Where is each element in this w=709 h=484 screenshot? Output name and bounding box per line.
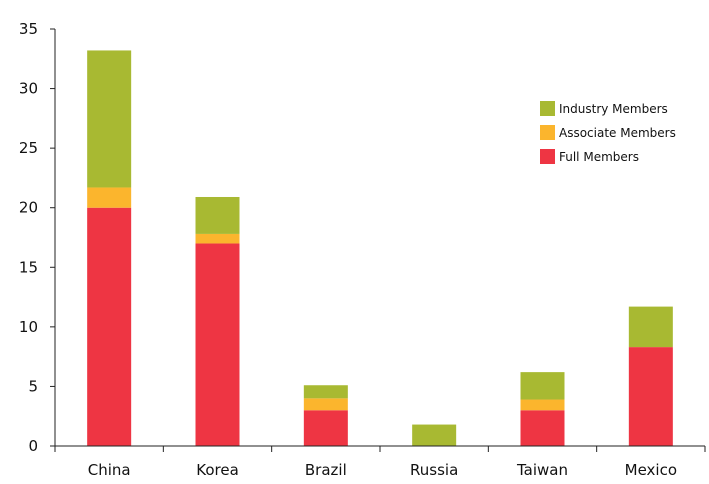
bar-segment-mexico-full-members	[628, 347, 673, 446]
bar-segment-china-full-members	[87, 207, 132, 446]
bar-segment-taiwan-full-members	[520, 410, 565, 446]
legend-label: Full Members	[559, 150, 639, 164]
legend-swatch	[540, 125, 555, 140]
bar-segment-korea-associate-members	[195, 233, 240, 244]
legend-swatch	[540, 101, 555, 116]
x-tick-label: Mexico	[625, 461, 677, 479]
y-tick-label: 10	[19, 318, 38, 336]
x-tick-label: Korea	[196, 461, 239, 479]
y-tick-label: 0	[28, 437, 38, 455]
bar-segment-korea-full-members	[195, 243, 240, 446]
bars-group	[87, 50, 673, 446]
bar-segment-brazil-associate-members	[303, 398, 348, 411]
bar-segment-brazil-full-members	[303, 410, 348, 446]
y-tick-label: 35	[19, 20, 38, 38]
y-tick-label: 5	[28, 377, 38, 395]
bar-segment-taiwan-associate-members	[520, 399, 565, 411]
bar-segment-china-industry-members	[87, 50, 132, 188]
bar-segment-china-associate-members	[87, 187, 132, 208]
y-tick-label: 20	[19, 199, 38, 217]
bar-segment-mexico-industry-members	[628, 306, 673, 348]
y-ticks-group: 0 5 10 15 20 25 30 35	[19, 20, 55, 455]
y-tick-label: 30	[19, 80, 38, 98]
x-tick-label: Taiwan	[516, 461, 568, 479]
bar-segment-korea-industry-members	[195, 196, 240, 234]
x-ticks-group: China Korea Brazil Russia Taiwan Mexico	[54, 446, 706, 479]
x-tick-label: Brazil	[305, 461, 347, 479]
legend-item: Full Members	[540, 149, 639, 164]
axes-group	[54, 29, 705, 447]
y-tick-label: 25	[19, 139, 38, 157]
x-tick-label: China	[88, 461, 131, 479]
legend-item: Associate Members	[540, 125, 676, 140]
legend-swatch	[540, 149, 555, 164]
bar-segment-taiwan-industry-members	[520, 372, 565, 400]
x-tick-label: Russia	[410, 461, 458, 479]
legend: Industry Members Associate Members Full Me…	[540, 101, 676, 164]
legend-label: Associate Members	[559, 126, 676, 140]
legend-label: Industry Members	[559, 102, 668, 116]
bar-segment-brazil-industry-members	[303, 385, 348, 399]
legend-item: Industry Members	[540, 101, 668, 116]
y-tick-label: 15	[19, 258, 38, 276]
bar-segment-russia-industry-members	[412, 424, 457, 446]
